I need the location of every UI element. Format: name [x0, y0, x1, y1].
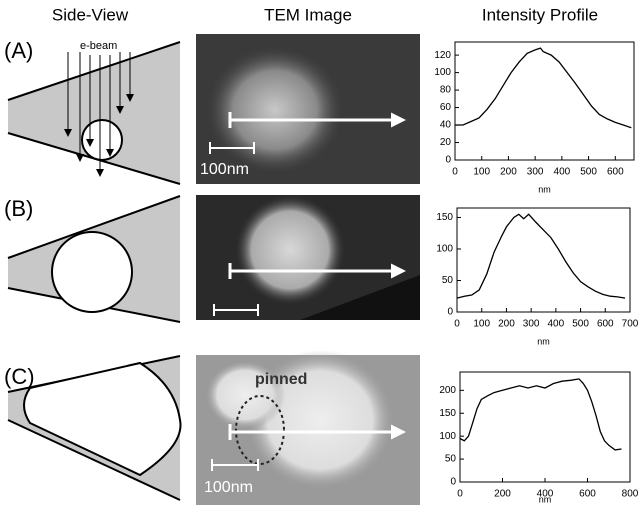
x-tick-label: 200 [500, 167, 517, 178]
x-tick-label: 600 [579, 489, 596, 500]
x-tick-label: 200 [498, 319, 515, 330]
scale-label: 100nm [204, 479, 253, 496]
x-tick-label: 200 [494, 489, 511, 500]
y-tick-label: 0 [447, 307, 453, 318]
tem-image-a [196, 34, 420, 184]
tem-image-b [196, 195, 420, 320]
y-tick-label: 200 [439, 385, 456, 396]
y-tick-label: 50 [445, 454, 457, 465]
side-view-c [7, 355, 182, 501]
y-tick-label: 0 [450, 477, 456, 488]
y-tick-label: 20 [440, 137, 452, 148]
y-tick-label: 40 [440, 120, 452, 131]
y-tick-label: 100 [434, 67, 451, 78]
x-tick-label: 400 [537, 489, 554, 500]
x-tick-label: 300 [523, 319, 540, 330]
x-axis-label: nm [539, 494, 552, 504]
x-tick-label: 400 [554, 167, 571, 178]
profile-line [456, 213, 626, 299]
x-tick-label: 500 [580, 167, 597, 178]
y-tick-label: 0 [445, 155, 451, 166]
x-tick-label: 400 [548, 319, 565, 330]
scale-label: 100nm [200, 161, 249, 178]
x-tick-label: 700 [622, 319, 639, 330]
y-tick-label: 50 [442, 275, 454, 286]
column-header: TEM Image [264, 5, 352, 24]
row-label: (C) [4, 364, 35, 389]
y-tick-label: 80 [440, 85, 452, 96]
x-tick-label: 0 [454, 319, 460, 330]
x-tick-label: 600 [597, 319, 614, 330]
x-axis-label: nm [538, 184, 551, 194]
profile-line [459, 378, 622, 451]
side-view-b [7, 195, 181, 323]
x-tick-label: 100 [473, 167, 490, 178]
row-label: (A) [4, 38, 33, 63]
plot-frame [454, 41, 635, 161]
tem-image-c [196, 350, 420, 505]
x-tick-label: 800 [622, 489, 639, 500]
y-tick-label: 100 [439, 431, 456, 442]
y-tick-label: 150 [436, 212, 453, 223]
plot-frame [456, 207, 631, 313]
x-axis-label: nm [537, 336, 550, 346]
y-tick-label: 60 [440, 102, 452, 113]
y-tick-label: 120 [434, 50, 451, 61]
scale-label: 100nm [204, 321, 253, 338]
side-view-a [7, 41, 181, 185]
profile-line [455, 47, 632, 129]
x-tick-label: 600 [607, 167, 624, 178]
x-tick-label: 0 [452, 167, 458, 178]
y-tick-label: 100 [436, 244, 453, 255]
x-tick-label: 300 [527, 167, 544, 178]
column-header: Side-View [52, 5, 129, 24]
x-tick-label: 0 [457, 489, 463, 500]
y-tick-label: 150 [439, 408, 456, 419]
x-tick-label: 500 [572, 319, 589, 330]
column-header: Intensity Profile [482, 5, 598, 24]
row-label: (B) [4, 196, 33, 221]
annotation: pinned [255, 371, 307, 388]
ebeam-label: e-beam [80, 40, 117, 52]
x-tick-label: 100 [473, 319, 490, 330]
